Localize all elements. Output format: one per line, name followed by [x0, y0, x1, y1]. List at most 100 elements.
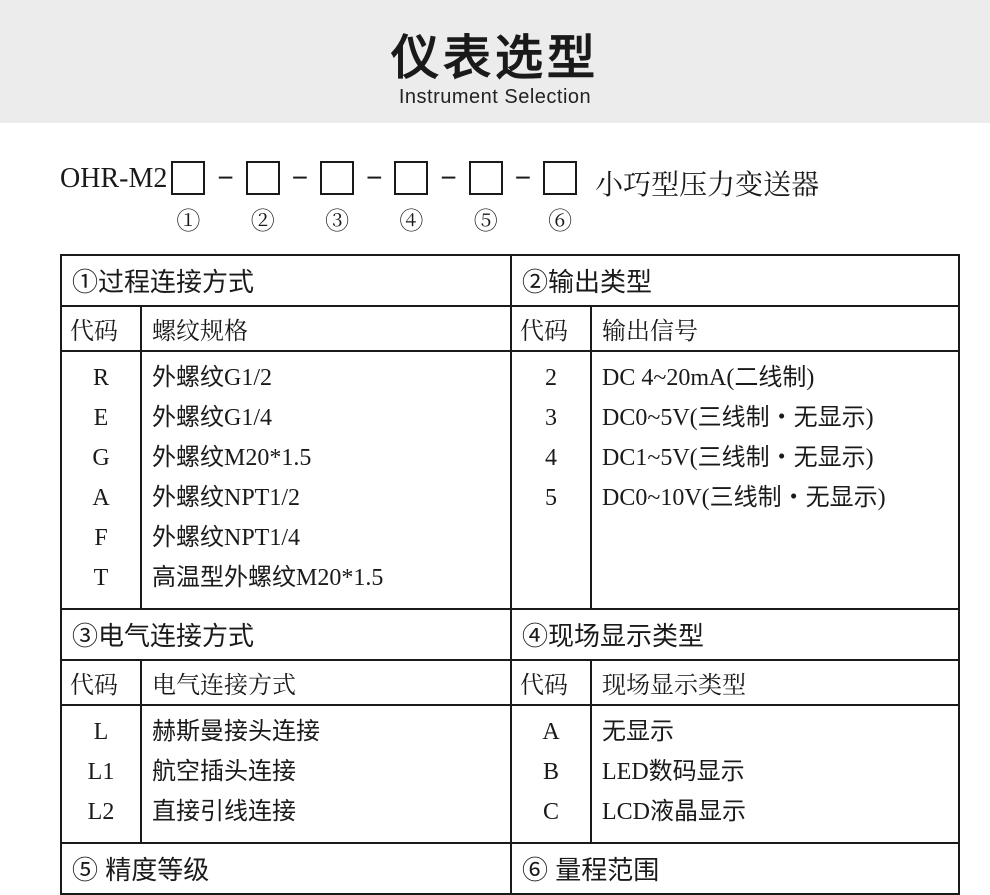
section-3-title: ③电气连接方式 — [62, 610, 510, 661]
slot-box — [543, 161, 577, 195]
desc: 外螺纹G1/2 — [142, 358, 510, 398]
code: L1 — [62, 752, 140, 792]
slot-group: ① − ② − ③ − ④ − ⑤ − — [167, 161, 581, 236]
section-3-rows: L L1 L2 赫斯曼接头连接 航空插头连接 直接引线连接 — [62, 706, 510, 842]
slot-num: ① — [176, 201, 200, 236]
model-prefix: OHR-M2 — [60, 161, 167, 195]
section-4-title: ④现场显示类型 — [512, 610, 958, 661]
slot-box — [394, 161, 428, 195]
slot-3: ③ — [316, 161, 358, 236]
section-5-title: ⑤ 精度等级 — [62, 844, 510, 893]
dash: − — [507, 161, 539, 195]
section-1: ①过程连接方式 代码 螺纹规格 R E G A F T 外螺纹G1/2 — [62, 256, 510, 608]
code: L — [62, 712, 140, 752]
row-5-6: ⑤ 精度等级 ⑥ 量程范围 — [62, 844, 958, 895]
desc: 赫斯曼接头连接 — [142, 712, 510, 752]
desc: 外螺纹M20*1.5 — [142, 438, 510, 478]
section-1-subheader: 代码 螺纹规格 — [62, 307, 510, 352]
section-1-descs: 外螺纹G1/2 外螺纹G1/4 外螺纹M20*1.5 外螺纹NPT1/2 外螺纹… — [142, 352, 510, 608]
desc: 高温型外螺纹M20*1.5 — [142, 558, 510, 598]
slot-2: ② — [242, 161, 284, 236]
code: 5 — [512, 478, 590, 518]
code: 3 — [512, 398, 590, 438]
slot-num: ⑤ — [474, 201, 498, 236]
code: A — [62, 478, 140, 518]
section-6: ⑥ 量程范围 — [510, 844, 958, 893]
code: E — [62, 398, 140, 438]
section-2-rows: 2 3 4 5 DC 4~20mA(二线制) DC0~5V(三线制・无显示) D… — [512, 352, 958, 608]
desc: 无显示 — [592, 712, 958, 752]
desc: 直接引线连接 — [142, 792, 510, 832]
col-desc-label: 螺纹规格 — [142, 307, 510, 350]
section-2-subheader: 代码 输出信号 — [512, 307, 958, 352]
desc: DC0~10V(三线制・无显示) — [592, 478, 958, 518]
title-en: Instrument Selection — [0, 86, 990, 109]
col-code-label: 代码 — [512, 661, 592, 704]
section-3-codes: L L1 L2 — [62, 706, 142, 842]
section-3-descs: 赫斯曼接头连接 航空插头连接 直接引线连接 — [142, 706, 510, 842]
section-2-codes: 2 3 4 5 — [512, 352, 592, 608]
section-4-subheader: 代码 现场显示类型 — [512, 661, 958, 706]
header-band: 仪表选型 Instrument Selection — [0, 0, 990, 123]
slot-4: ④ — [390, 161, 432, 236]
row-3-4: ③电气连接方式 代码 电气连接方式 L L1 L2 赫斯曼接头连接 航空插头连接… — [62, 610, 958, 844]
section-1-title: ①过程连接方式 — [62, 256, 510, 307]
col-desc-label: 现场显示类型 — [592, 661, 958, 704]
dash: − — [358, 161, 390, 195]
section-2: ②输出类型 代码 输出信号 2 3 4 5 DC 4~20mA(二线制) DC0… — [510, 256, 958, 608]
row-1-2: ①过程连接方式 代码 螺纹规格 R E G A F T 外螺纹G1/2 — [62, 256, 958, 610]
code: F — [62, 518, 140, 558]
selection-table: ①过程连接方式 代码 螺纹规格 R E G A F T 外螺纹G1/2 — [60, 254, 960, 895]
desc: LED数码显示 — [592, 752, 958, 792]
slot-5: ⑤ — [465, 161, 507, 236]
code: A — [512, 712, 590, 752]
code: B — [512, 752, 590, 792]
section-5: ⑤ 精度等级 — [62, 844, 510, 893]
slot-box — [320, 161, 354, 195]
slot-num: ③ — [325, 201, 349, 236]
desc: 航空插头连接 — [142, 752, 510, 792]
section-1-rows: R E G A F T 外螺纹G1/2 外螺纹G1/4 外螺纹M20*1.5 外… — [62, 352, 510, 608]
code: T — [62, 558, 140, 598]
dash: − — [284, 161, 316, 195]
slot-box — [171, 161, 205, 195]
model-suffix: 小巧型压力变送器 — [595, 161, 819, 203]
desc: DC1~5V(三线制・无显示) — [592, 438, 958, 478]
slot-num: ⑥ — [548, 201, 572, 236]
model-line: OHR-M2 ① − ② − ③ − ④ − — [60, 161, 944, 236]
content: OHR-M2 ① − ② − ③ − ④ − — [0, 123, 990, 895]
code: C — [512, 792, 590, 832]
slot-box — [469, 161, 503, 195]
col-code-label: 代码 — [62, 661, 142, 704]
desc: DC0~5V(三线制・无显示) — [592, 398, 958, 438]
code: G — [62, 438, 140, 478]
dash: − — [432, 161, 464, 195]
col-code-label: 代码 — [512, 307, 592, 350]
slot-1: ① — [167, 161, 209, 236]
section-4-descs: 无显示 LED数码显示 LCD液晶显示 — [592, 706, 958, 842]
section-4: ④现场显示类型 代码 现场显示类型 A B C 无显示 LED数码显示 LCD液… — [510, 610, 958, 842]
desc: DC 4~20mA(二线制) — [592, 358, 958, 398]
desc: LCD液晶显示 — [592, 792, 958, 832]
title-cn: 仪表选型 — [0, 18, 990, 88]
code: 2 — [512, 358, 590, 398]
section-1-codes: R E G A F T — [62, 352, 142, 608]
col-desc-label: 电气连接方式 — [142, 661, 510, 704]
section-6-title: ⑥ 量程范围 — [512, 844, 958, 893]
section-3: ③电气连接方式 代码 电气连接方式 L L1 L2 赫斯曼接头连接 航空插头连接… — [62, 610, 510, 842]
desc: 外螺纹G1/4 — [142, 398, 510, 438]
code: R — [62, 358, 140, 398]
slot-6: ⑥ — [539, 161, 581, 236]
col-code-label: 代码 — [62, 307, 142, 350]
code: L2 — [62, 792, 140, 832]
slot-num: ④ — [399, 201, 423, 236]
section-2-descs: DC 4~20mA(二线制) DC0~5V(三线制・无显示) DC1~5V(三线… — [592, 352, 958, 608]
col-desc-label: 输出信号 — [592, 307, 958, 350]
dash: − — [209, 161, 241, 195]
slot-num: ② — [251, 201, 275, 236]
slot-box — [246, 161, 280, 195]
code: 4 — [512, 438, 590, 478]
section-3-subheader: 代码 电气连接方式 — [62, 661, 510, 706]
desc: 外螺纹NPT1/4 — [142, 518, 510, 558]
section-4-rows: A B C 无显示 LED数码显示 LCD液晶显示 — [512, 706, 958, 842]
